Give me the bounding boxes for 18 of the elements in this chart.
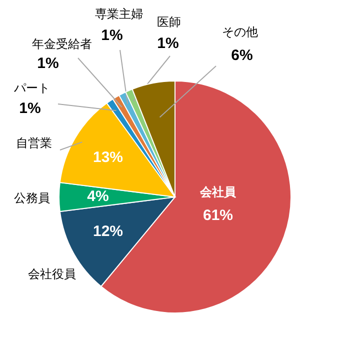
data-label: 1%	[101, 27, 123, 44]
data-label: 12%	[92, 223, 124, 240]
data-label: 61%	[202, 207, 234, 224]
slice-label: 会社員	[199, 185, 237, 199]
data-label: 13%	[92, 149, 124, 166]
slice-label: パート	[13, 81, 50, 95]
slice-label: その他	[222, 25, 258, 39]
data-label: 4%	[87, 188, 109, 205]
data-label: 1%	[19, 100, 41, 117]
slice-label: 会社役員	[28, 267, 76, 281]
slice-label: 年金受給者	[32, 37, 92, 51]
data-label: 1%	[157, 35, 179, 52]
slice-label: 専業主婦	[95, 7, 143, 21]
slice-label: 自営業	[16, 136, 52, 150]
data-label: 1%	[37, 55, 59, 72]
slice-label: 公務員	[14, 191, 50, 205]
data-label: 6%	[231, 47, 253, 64]
slice-label: 医師	[157, 15, 181, 29]
